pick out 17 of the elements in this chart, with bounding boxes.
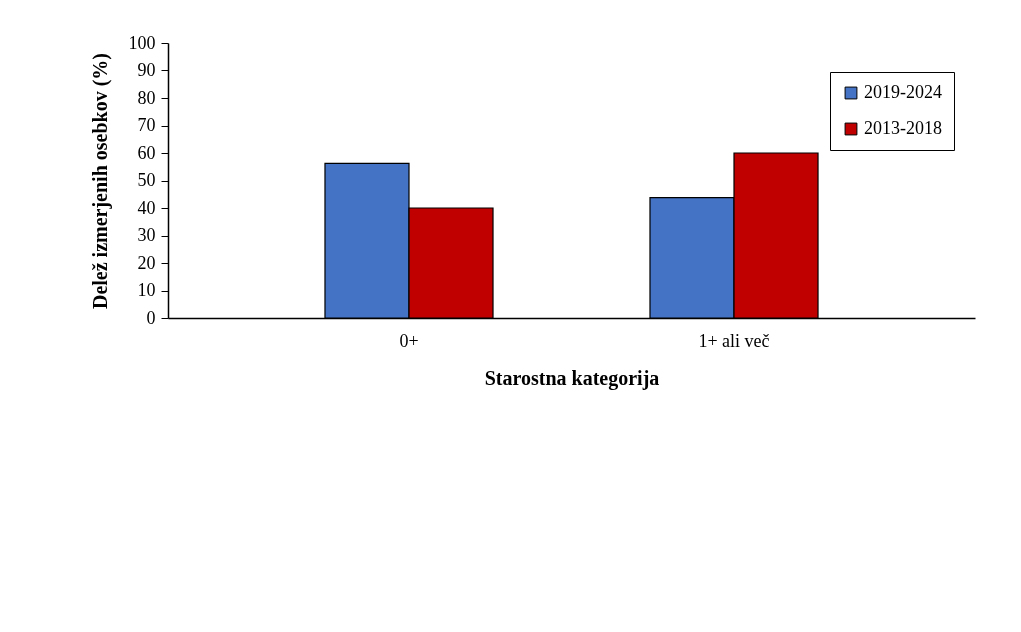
y-tick-label: 100 (128, 32, 156, 53)
y-tick-label: 60 (137, 142, 156, 163)
y-tick-label: 50 (137, 170, 156, 190)
y-tick-label: 20 (137, 252, 156, 273)
x-tick-label: 1+ ali več (698, 330, 770, 351)
y-tick-label: 10 (137, 280, 156, 300)
y-tick-label: 70 (137, 115, 156, 135)
y-axis-title: Delež izmerjenih osebkov (%) (88, 52, 112, 310)
y-tick-label: 0 (146, 307, 156, 328)
x-axis-title: Starostna kategorija (484, 366, 660, 390)
legend-label: 2013-2018 (864, 118, 942, 138)
y-tick-label: 30 (137, 225, 156, 245)
y-tick-label: 90 (137, 60, 156, 80)
x-tick-label: 0+ (399, 330, 419, 351)
y-tick-label: 80 (137, 87, 156, 108)
y-tick-label: 40 (137, 197, 156, 218)
legend-label: 2019-2024 (864, 82, 942, 102)
